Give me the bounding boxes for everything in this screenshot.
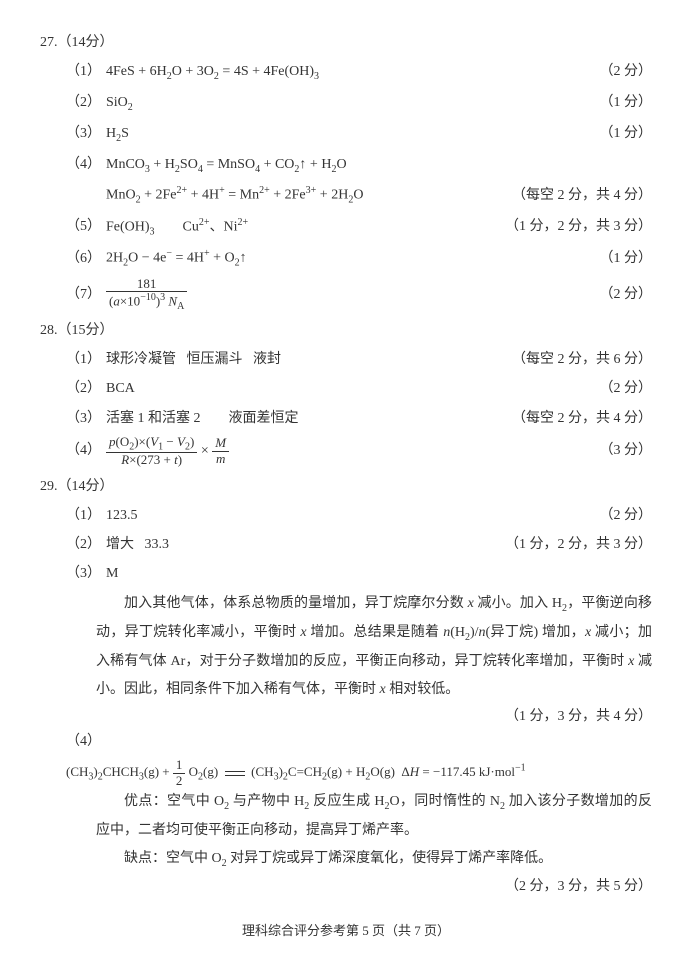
item-content: 增大 33.3 xyxy=(106,532,493,557)
item-score: （2 分） xyxy=(600,376,653,401)
item-content: BCA xyxy=(106,376,588,401)
item-content: 123.5 xyxy=(106,503,588,528)
item-content: 球形冷凝管 恒压漏斗 液封 xyxy=(106,347,500,372)
q29-item-3: （3） M xyxy=(66,561,652,586)
q29-score-4: （2 分，3 分，共 5 分） xyxy=(96,874,652,899)
item-content: MnCO3 + H2SO4 = MnSO4 + CO2↑ + H2O xyxy=(106,152,640,179)
item-content: 181 (a×10−10)3 NA xyxy=(106,277,588,312)
q29-explain-3: 加入其他气体，体系总物质的量增加，异丁烷摩尔分数 x 减小。加入 H2，平衡逆向… xyxy=(96,590,652,704)
q27-item-4b: MnO2 + 2Fe2+ + 4H+ = Mn2+ + 2Fe3+ + 2H2O… xyxy=(66,182,652,209)
q27-item-3: （3） H2S （1 分） xyxy=(66,121,652,148)
item-label: （3） xyxy=(66,406,106,431)
item-content: 4FeS + 6H2O + 3O2 = 4S + 4Fe(OH)3 xyxy=(106,59,588,86)
question-28: 28.（15分） （1） 球形冷凝管 恒压漏斗 液封 （每空 2 分，共 6 分… xyxy=(40,318,652,468)
item-label: （1） xyxy=(66,503,106,528)
q27-item-5: （5） Fe(OH)3 Cu2+、Ni2+ （1 分，2 分，共 3 分） xyxy=(66,214,652,241)
fraction-1: p(O2)×(V1 − V2) R×(273 + t) xyxy=(106,435,197,468)
item-score: （2 分） xyxy=(600,503,653,528)
item-content: H2S xyxy=(106,121,588,148)
frac-num: p(O2)×(V1 − V2) xyxy=(106,435,197,454)
fraction: 181 (a×10−10)3 NA xyxy=(106,277,187,312)
item-score: （3 分） xyxy=(600,438,653,463)
item-content: Fe(OH)3 Cu2+、Ni2+ xyxy=(106,214,493,241)
item-label: （2） xyxy=(66,90,106,115)
q29-header: 29.（14分） xyxy=(40,474,652,499)
item-label: （3） xyxy=(66,561,106,586)
item-label: （4） xyxy=(66,152,106,177)
q29-disadvantage: 缺点：空气中 O2 对异丁烷或异丁烯深度氧化，使得异丁烯产率降低。 xyxy=(96,845,652,874)
item-score: （1 分） xyxy=(600,121,653,146)
q29-score-3: （1 分，3 分，共 4 分） xyxy=(96,704,652,729)
frac-den: (a×10−10)3 NA xyxy=(106,292,187,312)
question-27: 27.（14分） （1） 4FeS + 6H2O + 3O2 = 4S + 4F… xyxy=(40,30,652,312)
item-label: （1） xyxy=(66,347,106,372)
item-score: （1 分，2 分，共 3 分） xyxy=(505,214,652,239)
frac-den: R×(273 + t) xyxy=(106,453,197,467)
q29-item-4-label: （4） xyxy=(66,729,652,754)
item-content: p(O2)×(V1 − V2) R×(273 + t) × M m xyxy=(106,435,588,468)
frac-num: 181 xyxy=(106,277,187,292)
q27-item-7: （7） 181 (a×10−10)3 NA （2 分） xyxy=(66,277,652,312)
item-content: SiO2 xyxy=(106,90,588,117)
q28-item-2: （2） BCA （2 分） xyxy=(66,376,652,401)
q27-item-2: （2） SiO2 （1 分） xyxy=(66,90,652,117)
item-score: （每空 2 分，共 4 分） xyxy=(512,406,652,431)
item-content: 2H2O − 4e− = 4H+ + O2↑ xyxy=(106,245,588,272)
item-label: （2） xyxy=(66,532,106,557)
q29-item-1: （1） 123.5 （2 分） xyxy=(66,503,652,528)
item-content: 活塞 1 和活塞 2 液面差恒定 xyxy=(106,406,500,431)
q28-header: 28.（15分） xyxy=(40,318,652,343)
item-label: （4） xyxy=(66,438,106,463)
q29-advantage: 优点：空气中 O2 与产物中 H2 反应生成 H2O，同时惰性的 N2 加入该分… xyxy=(96,788,652,845)
frac-num: M xyxy=(212,436,229,451)
frac-den: m xyxy=(212,452,229,466)
q27-item-1: （1） 4FeS + 6H2O + 3O2 = 4S + 4Fe(OH)3 （2… xyxy=(66,59,652,86)
item-score: （1 分） xyxy=(600,246,653,271)
item-content: M xyxy=(106,561,640,586)
item-label: （6） xyxy=(66,246,106,271)
item-score: （每空 2 分，共 4 分） xyxy=(512,183,652,208)
q29-item-2: （2） 增大 33.3 （1 分，2 分，共 3 分） xyxy=(66,532,652,557)
item-label: （2） xyxy=(66,376,106,401)
item-label: （1） xyxy=(66,59,106,84)
item-label: （4） xyxy=(66,729,106,754)
item-score: （2 分） xyxy=(600,59,653,84)
q27-header: 27.（14分） xyxy=(40,30,652,55)
q27-item-6: （6） 2H2O − 4e− = 4H+ + O2↑ （1 分） xyxy=(66,245,652,272)
item-score: （1 分，2 分，共 3 分） xyxy=(505,532,652,557)
q28-item-3: （3） 活塞 1 和活塞 2 液面差恒定 （每空 2 分，共 4 分） xyxy=(66,406,652,431)
item-label: （5） xyxy=(66,214,106,239)
page-footer: 理科综合评分参考第 5 页（共 7 页） xyxy=(40,919,652,942)
question-29: 29.（14分） （1） 123.5 （2 分） （2） 增大 33.3 （1 … xyxy=(40,474,652,899)
item-score: （1 分） xyxy=(600,90,653,115)
item-score: （每空 2 分，共 6 分） xyxy=(512,347,652,372)
fraction-2: M m xyxy=(212,436,229,466)
q29-equation-4: (CH3)2CHCH3(g) + 12 O2(g) (CH3)2C=CH2(g)… xyxy=(66,758,652,788)
item-label: （3） xyxy=(66,121,106,146)
item-score: （2 分） xyxy=(600,282,653,307)
q28-item-1: （1） 球形冷凝管 恒压漏斗 液封 （每空 2 分，共 6 分） xyxy=(66,347,652,372)
q28-item-4: （4） p(O2)×(V1 − V2) R×(273 + t) × M m （3… xyxy=(66,435,652,468)
q27-item-4a: （4） MnCO3 + H2SO4 = MnSO4 + CO2↑ + H2O xyxy=(66,152,652,179)
item-content: MnO2 + 2Fe2+ + 4H+ = Mn2+ + 2Fe3+ + 2H2O xyxy=(106,182,500,209)
item-label: （7） xyxy=(66,282,106,307)
